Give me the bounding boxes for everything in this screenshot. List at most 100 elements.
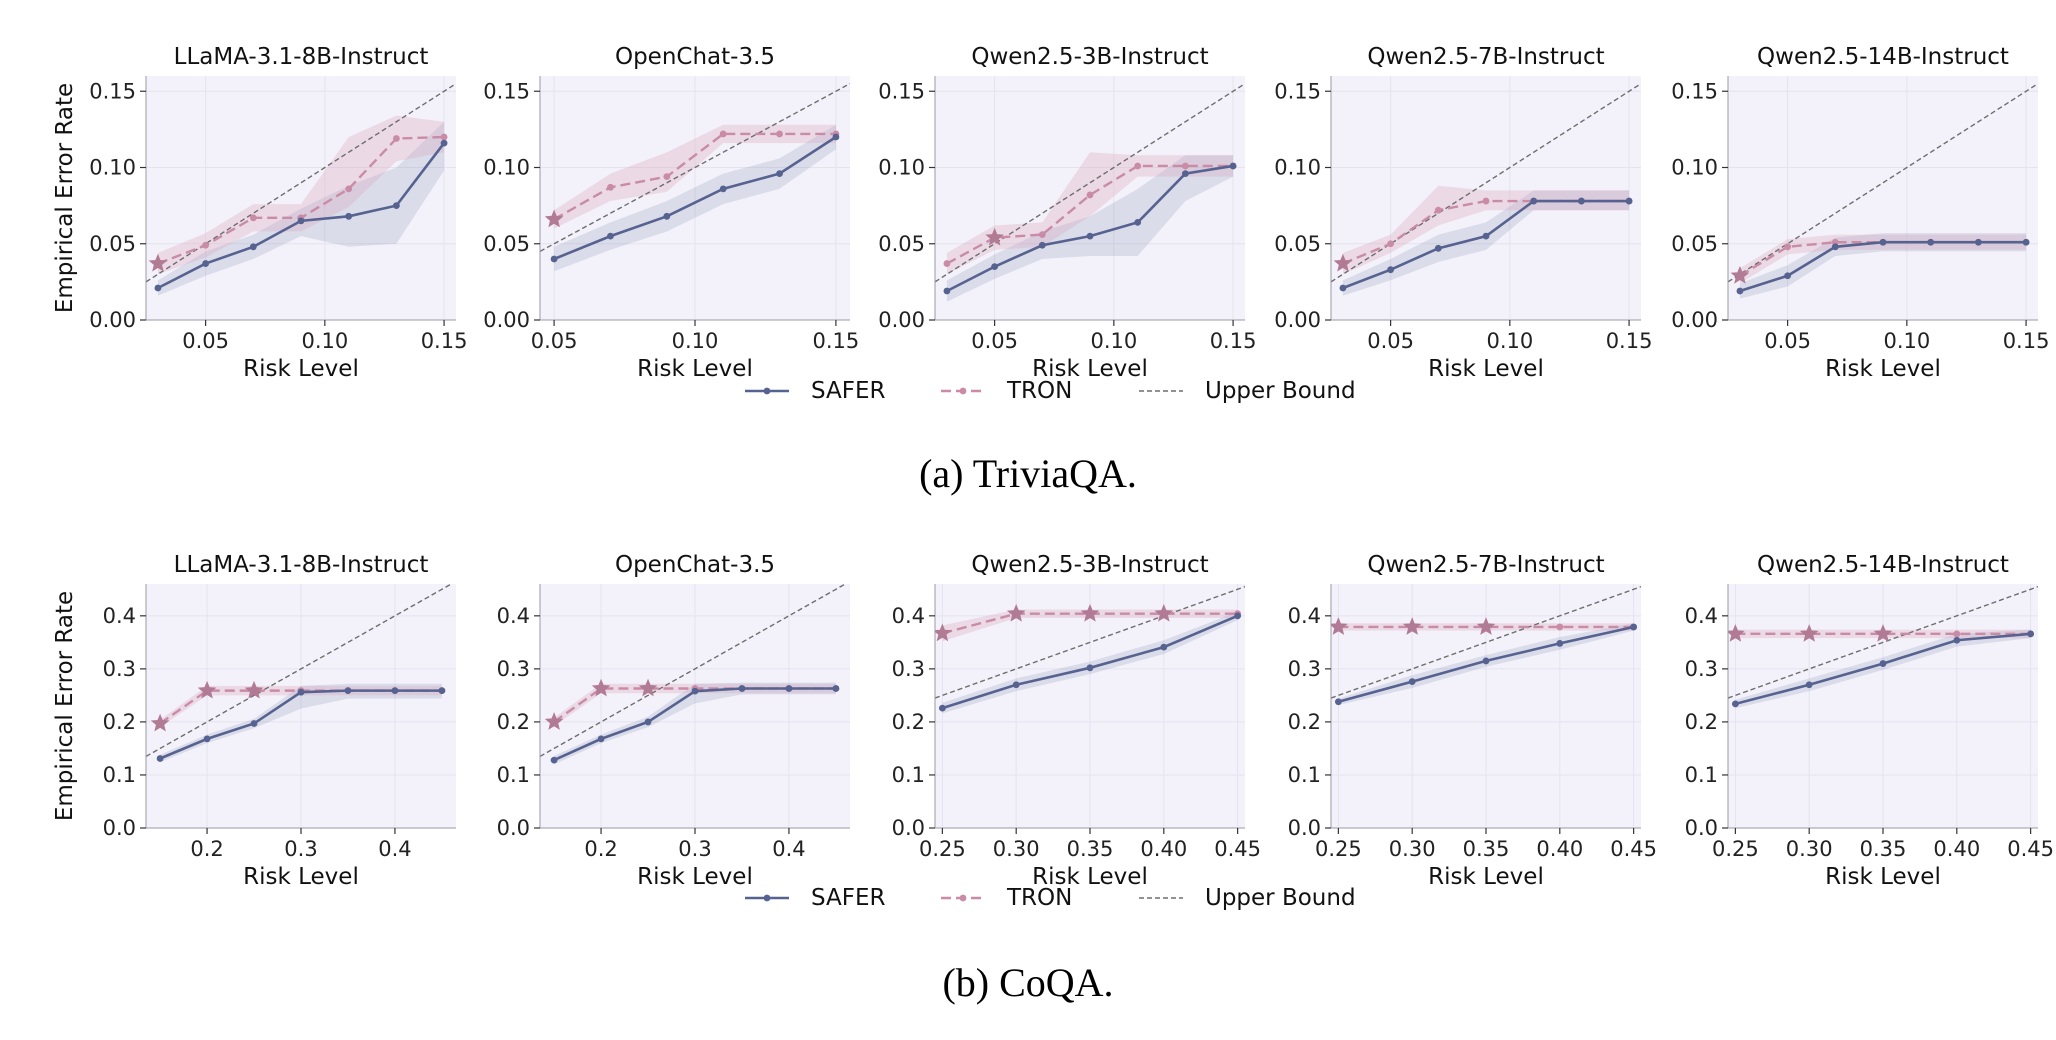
- x-tick-label: 0.40: [1933, 837, 1980, 861]
- tron-point: [1784, 243, 1792, 251]
- safer-point: [154, 284, 162, 292]
- safer-point: [203, 735, 211, 743]
- safer-point: [832, 133, 840, 141]
- y-tick-label: 0.05: [89, 232, 136, 256]
- safer-point: [1134, 219, 1142, 226]
- x-axis-label: Risk Level: [1428, 864, 1544, 890]
- safer-point: [249, 243, 257, 251]
- x-tick-label: 0.25: [1712, 837, 1759, 861]
- tron-star-marker: [244, 680, 264, 699]
- safer-point: [1434, 244, 1442, 252]
- plot-area: [146, 83, 456, 296]
- legend: SAFER TRON Upper Bound: [745, 885, 1356, 911]
- tron-point: [202, 241, 210, 249]
- tron-star-marker: [1080, 603, 1100, 622]
- tron-confidence-band: [554, 124, 836, 229]
- y-tick-label: 0.10: [1671, 156, 1718, 180]
- subplot-coqa-4: 0.0 0.1 0.2 0.3 0.4 0.25 0.30 0.35 0.40 0.45 Qwen2…: [1288, 552, 1657, 890]
- panel-caption: (b) CoQA.: [942, 960, 1113, 1005]
- subplot-triviaqa-2: 0.000.050.100.150.05 0.10 0.15OpenChat-3.5…: [483, 44, 859, 382]
- legend-label: TRON: [1006, 885, 1072, 911]
- safer-point: [1927, 238, 1935, 246]
- safer-point: [297, 688, 305, 696]
- tron-confidence-band: [946, 152, 1234, 275]
- safer-point: [1482, 657, 1490, 665]
- y-tick-label: 0.10: [89, 156, 136, 180]
- tron-point: [1387, 240, 1395, 248]
- safer-point: [719, 185, 727, 193]
- safer-point: [1086, 232, 1094, 240]
- subplot-title: Qwen2.5-14B-Instruct: [1757, 44, 2009, 70]
- upper-bound-line: [540, 584, 847, 758]
- y-tick-label: 0.2: [1288, 710, 1321, 734]
- tron-star-marker: [1331, 617, 1348, 635]
- x-axis-label: Risk Level: [637, 356, 753, 382]
- safer-point: [1974, 238, 1982, 246]
- x-tick-label: 0.10: [1486, 329, 1533, 353]
- tron-star-marker: [1333, 253, 1353, 272]
- safer-point: [345, 212, 353, 220]
- safer-point: [776, 170, 783, 178]
- safer-point: [202, 260, 210, 267]
- safer-point: [1630, 623, 1638, 631]
- tron-star-marker: [1402, 617, 1422, 635]
- y-tick-label: 0.10: [878, 156, 925, 180]
- tron-confidence-band: [1739, 234, 2027, 284]
- safer-point: [156, 755, 164, 762]
- x-tick-label: 0.2: [190, 837, 223, 861]
- subplot-triviaqa-3: 0.00 0.05 0.10 0.15 0.05 0.10 0.15 Qwen2.5-3B-I…: [878, 44, 1256, 382]
- x-tick-label: 0.4: [378, 837, 411, 861]
- y-tick-label: 0.4: [1685, 604, 1718, 628]
- x-tick-label: 0.35: [1067, 837, 1114, 861]
- legend-tron-marker: [959, 387, 967, 395]
- safer-point: [440, 139, 448, 147]
- tron-point: [1086, 191, 1094, 199]
- tron-star-marker: [1476, 617, 1496, 635]
- y-tick-label: 0.15: [1274, 79, 1321, 103]
- safer-confidence-band: [1342, 190, 1630, 296]
- y-tick-label: 0.15: [1671, 79, 1718, 103]
- subplot-title: LLaMA-3.1-8B-Instruct: [174, 44, 429, 70]
- plot-area: [1728, 585, 2038, 709]
- legend-label: SAFER: [811, 378, 886, 404]
- x-tick-label: 0.30: [993, 837, 1040, 861]
- safer-point: [1879, 660, 1887, 667]
- upper-bound-line: [146, 584, 453, 758]
- y-tick-label: 0.05: [1671, 232, 1718, 256]
- safer-point: [391, 687, 399, 695]
- safer-point: [1805, 681, 1813, 689]
- y-tick-label: 0.4: [1288, 604, 1321, 628]
- y-axis-label: Empirical Error Rate: [52, 83, 78, 313]
- subplot-title: Qwen2.5-14B-Instruct: [1757, 552, 2009, 578]
- safer-point: [1731, 700, 1739, 708]
- tron-star-marker: [150, 713, 170, 732]
- y-tick-label: 0.2: [892, 710, 925, 734]
- safer-point: [550, 756, 558, 764]
- x-tick-label: 0.4: [772, 837, 805, 861]
- x-axis-label: Risk Level: [637, 864, 753, 890]
- safer-confidence-band: [554, 124, 836, 272]
- panel-caption: (a) TriviaQA.: [919, 451, 1137, 496]
- tron-star-marker: [638, 678, 658, 697]
- safer-point: [438, 687, 446, 695]
- legend: SAFER TRON Upper Bound: [745, 378, 1356, 404]
- tron-point: [943, 260, 951, 267]
- tron-star-marker: [1799, 624, 1819, 642]
- y-tick-label: 0.15: [89, 79, 136, 103]
- tron-point: [1134, 162, 1142, 170]
- x-axis-label: Risk Level: [1032, 864, 1148, 890]
- y-tick-label: 0.3: [892, 657, 925, 681]
- safer-confidence-band: [157, 121, 445, 296]
- subplot-title: Qwen2.5-7B-Instruct: [1367, 44, 1604, 70]
- subplot-coqa-3: 0.0 0.1 0.2 0.3 0.4 0.25 0.30 0.35 0.40 0.45 Qwen2…: [892, 552, 1261, 890]
- subplot-coqa-1: 0.0 0.1 0.2 0.3 0.4 0.2 0.3 0.4 LLaMA-3.1-8B-Ins…: [52, 552, 456, 890]
- y-tick-label: 0.3: [497, 657, 530, 681]
- y-tick-label: 0.1: [1288, 763, 1321, 787]
- safer-point: [597, 735, 605, 743]
- x-tick-label: 0.15: [1606, 329, 1653, 353]
- safer-point: [1953, 636, 1961, 644]
- safer-confidence-band: [946, 155, 1234, 302]
- safer-point: [1229, 162, 1237, 170]
- safer-point: [663, 212, 671, 220]
- plot-area: [935, 585, 1245, 714]
